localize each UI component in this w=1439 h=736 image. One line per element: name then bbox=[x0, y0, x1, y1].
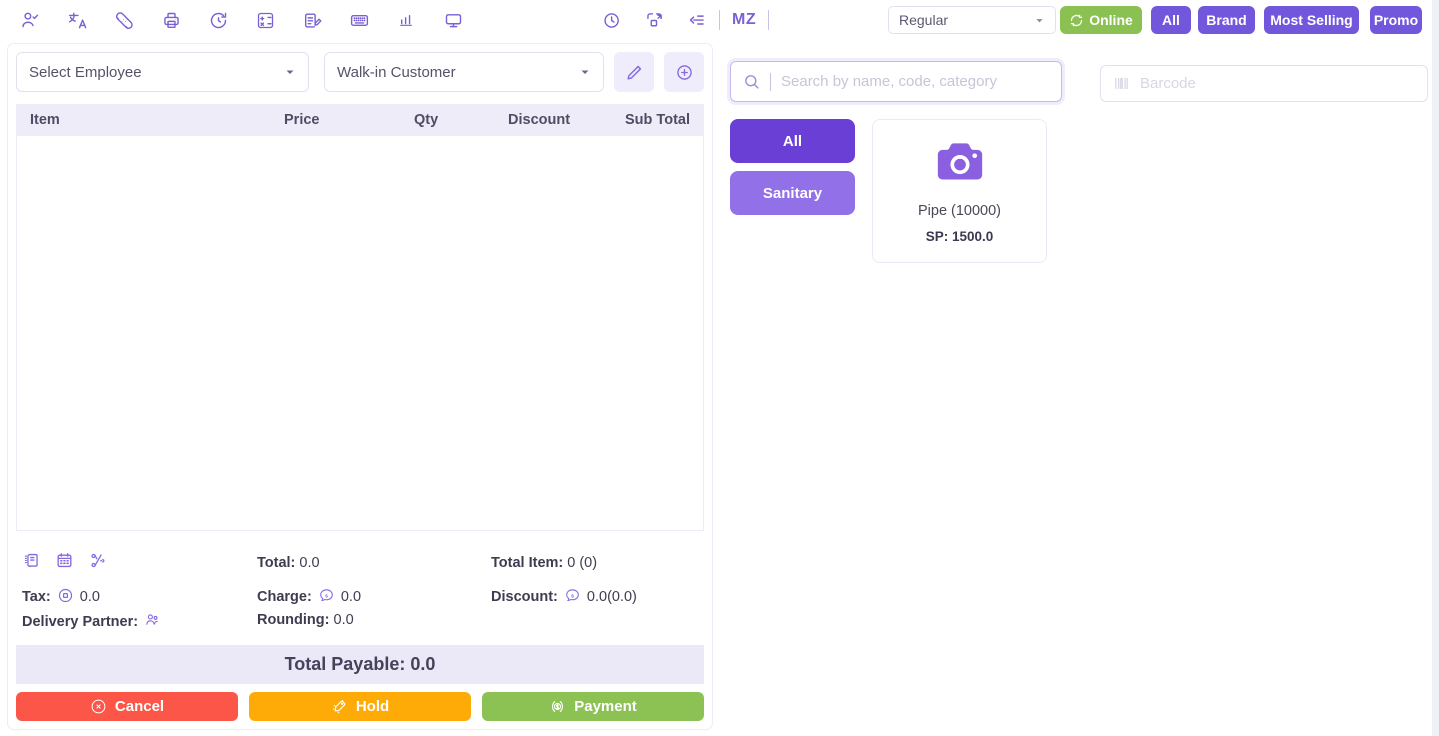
svg-text:$: $ bbox=[325, 593, 328, 599]
svg-text:$: $ bbox=[571, 593, 574, 599]
